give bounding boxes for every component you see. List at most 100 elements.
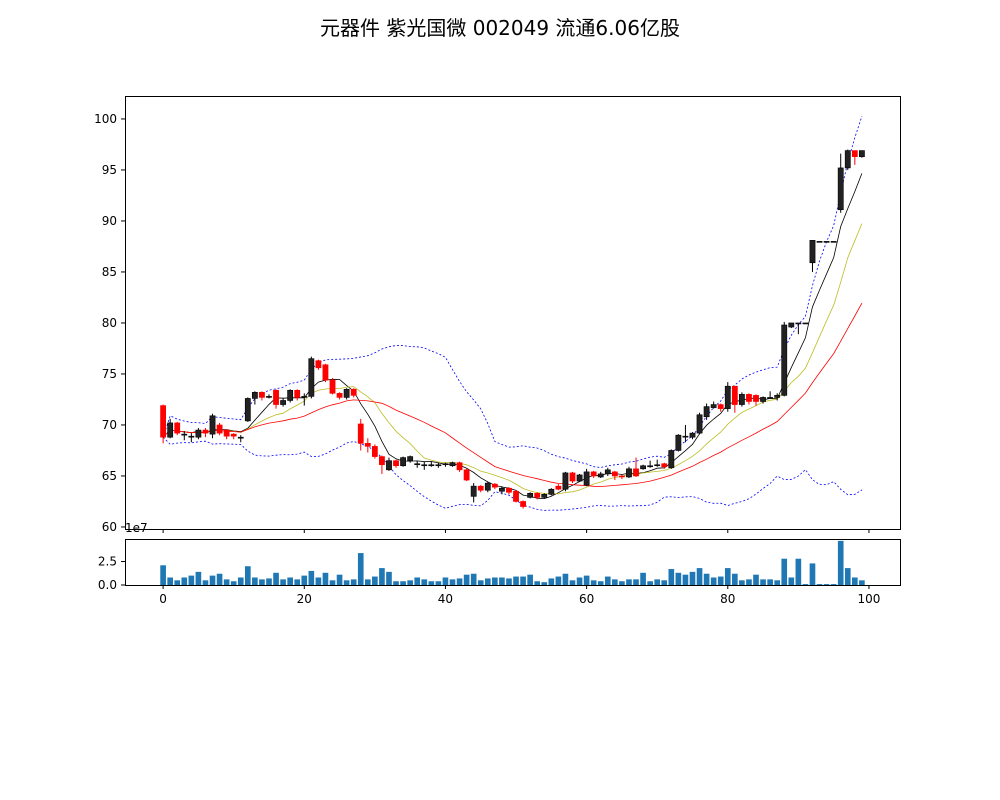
candle-body — [216, 424, 223, 434]
volume-bar — [477, 580, 484, 585]
volume-bar — [322, 572, 329, 585]
volume-bar — [350, 579, 357, 585]
volume-bar — [393, 581, 399, 585]
candle-body — [386, 460, 392, 471]
volume-bar — [823, 584, 830, 585]
y-tick-label: 95 — [102, 163, 117, 177]
volume-bar — [626, 579, 632, 585]
volume-bar — [252, 577, 258, 585]
volume-bar — [703, 573, 710, 585]
volume-bar — [859, 580, 865, 585]
volume-bar — [244, 566, 251, 585]
volume-bar — [414, 577, 421, 585]
volume-bar — [421, 579, 428, 585]
volume-bar — [386, 571, 392, 585]
candle-body — [477, 485, 484, 491]
volume-bar — [696, 568, 703, 585]
y-tick-label: 90 — [102, 214, 117, 228]
candle-body — [470, 485, 477, 497]
candle-body — [181, 433, 188, 436]
volume-bar — [400, 581, 406, 585]
candle-body — [371, 446, 378, 457]
volume-bar — [223, 579, 230, 585]
volume-bar — [160, 565, 166, 585]
candle-body — [287, 389, 294, 401]
candle-body — [640, 465, 646, 470]
candle-body — [590, 471, 597, 477]
volume-bar — [675, 572, 682, 585]
candle-body — [513, 490, 519, 502]
x-tick-label: 20 — [297, 592, 312, 606]
volume-bar — [202, 580, 209, 585]
y-tick-label: 60 — [102, 520, 117, 534]
volume-bar — [816, 584, 823, 585]
candle-body — [541, 494, 548, 498]
volume-bar — [407, 580, 413, 585]
price-panel: 60 65 70 75 80 85 90 95 100 — [94, 112, 870, 534]
volume-bar — [484, 578, 491, 585]
volume-bar — [746, 579, 752, 585]
candle-body — [442, 463, 449, 466]
candle-body — [280, 400, 287, 405]
volume-bar — [343, 580, 350, 585]
candle-body — [555, 485, 562, 490]
candle-body — [562, 472, 569, 490]
candle-body — [816, 241, 823, 243]
candle-body — [456, 462, 463, 471]
candle-body — [400, 457, 406, 467]
candle-body — [753, 395, 759, 402]
candle-body — [350, 388, 357, 396]
candle-body — [407, 456, 414, 461]
ma20-line — [162, 302, 863, 487]
candle-body — [174, 422, 181, 434]
y-tick-label: 85 — [102, 265, 117, 279]
volume-bar — [541, 582, 548, 585]
volume-bar — [802, 584, 809, 585]
volume-bar — [555, 576, 562, 585]
candle-body — [301, 396, 308, 398]
candle-body — [576, 474, 583, 482]
volume-bar — [781, 558, 788, 585]
y-tick-label: 70 — [102, 418, 117, 432]
volume-bar — [181, 577, 188, 585]
volume-bar — [689, 571, 696, 585]
candle-body — [626, 468, 632, 478]
candle-body — [689, 432, 696, 438]
candle-body — [724, 385, 731, 409]
candle-body — [223, 429, 230, 437]
candle-body — [343, 388, 350, 398]
volume-bar — [492, 577, 498, 585]
volume-bar — [739, 580, 745, 585]
volume-bar — [470, 573, 477, 585]
candle-body — [379, 456, 385, 466]
candle-body — [322, 364, 329, 381]
volume-bar — [548, 578, 555, 585]
volume-axes-frame — [125, 539, 901, 586]
volume-bar — [520, 576, 526, 585]
candle-body — [668, 450, 675, 469]
x-tick-label: 60 — [579, 592, 594, 606]
volume-bar — [569, 580, 576, 585]
volume-bar — [612, 579, 618, 585]
volume-bar — [301, 575, 308, 585]
volume-bar — [513, 576, 519, 585]
candle-body — [428, 464, 435, 467]
volume-bar — [844, 568, 851, 585]
volume-bar — [604, 576, 611, 585]
volume-bar — [682, 574, 689, 585]
candle-body — [421, 464, 428, 467]
x-tick-label: 40 — [438, 592, 453, 606]
volume-bar — [647, 581, 653, 585]
candle-body — [830, 241, 837, 243]
volume-bar — [795, 558, 802, 585]
candle-body — [597, 473, 604, 478]
candle-body — [802, 322, 809, 325]
volume-bar — [633, 579, 639, 585]
volume-bar — [668, 569, 675, 585]
volume-bar — [710, 577, 717, 585]
chart-title: 元器件 紫光国微 002049 流通6.06亿股 — [320, 16, 680, 40]
volume-bar — [174, 580, 181, 585]
candle-body — [506, 487, 512, 493]
volume-bar — [456, 578, 463, 585]
volume-bar — [809, 563, 816, 585]
